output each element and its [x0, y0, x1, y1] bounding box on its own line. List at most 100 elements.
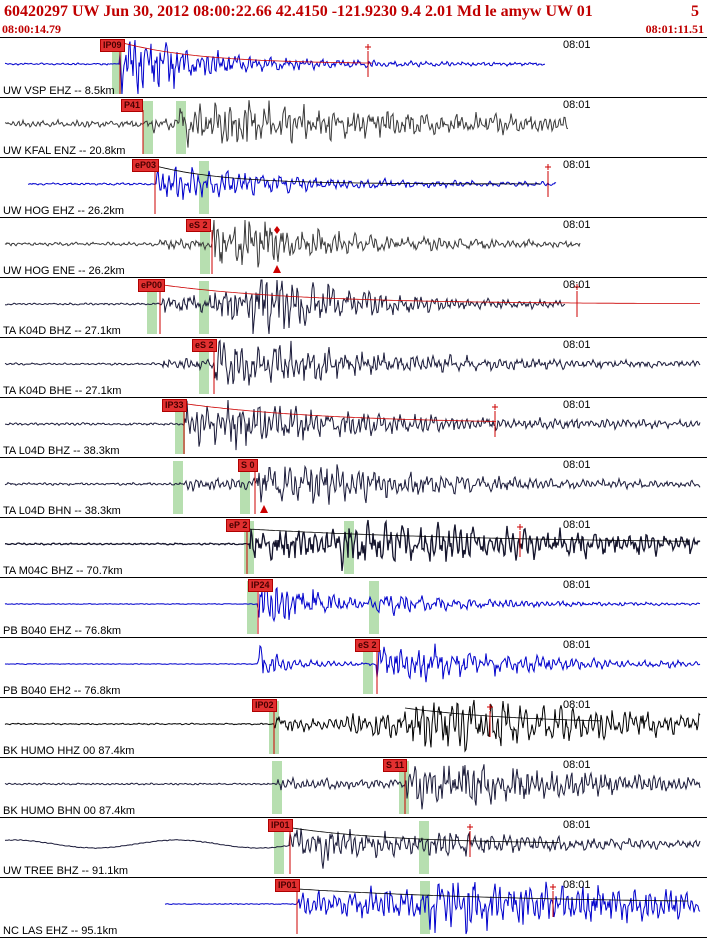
- waveform-canvas: [4, 699, 701, 754]
- pick-flag[interactable]: eP 2: [226, 519, 251, 532]
- pick-flag[interactable]: eS 2: [355, 639, 380, 652]
- station-label: UW VSP EHZ -- 8.5km: [3, 85, 115, 97]
- waveform-canvas: [4, 399, 701, 454]
- pick-flag[interactable]: IP02: [252, 699, 277, 712]
- waveform-canvas: [4, 461, 701, 514]
- pick-flag[interactable]: eS 2: [186, 219, 211, 232]
- seismogram-trace: [4, 39, 546, 95]
- station-label: TA K04D BHE -- 27.1km: [3, 385, 122, 397]
- arrival-window-band: [369, 581, 379, 634]
- coda-envelope-curve: [162, 284, 700, 304]
- minute-tick-label: 08:01: [563, 39, 591, 51]
- station-label: UW HOG EHZ -- 26.2km: [3, 205, 125, 217]
- window-start-time: 08:00:14.79: [2, 22, 61, 36]
- arrival-window-band: [272, 761, 282, 814]
- seismogram-trace: [4, 399, 701, 451]
- minute-tick-label: 08:01: [563, 459, 591, 471]
- arrival-window-band: [399, 761, 409, 814]
- pick-flag[interactable]: IP01: [268, 819, 293, 832]
- seismogram-trace: [4, 828, 701, 869]
- seismogram-trace: [4, 279, 566, 335]
- minute-tick-label: 08:01: [563, 219, 591, 231]
- seismogram-trace: [4, 764, 701, 810]
- arrival-window-band: [176, 101, 186, 154]
- pick-flag[interactable]: S 11: [383, 759, 408, 772]
- trace-panel[interactable]: S 11 08:01 BK HUMO BHN 00 87.4km: [0, 758, 707, 818]
- pick-flag[interactable]: eP00: [138, 279, 166, 292]
- pick-flag[interactable]: P41: [121, 99, 144, 112]
- station-label: UW KFAL ENZ -- 20.8km: [3, 145, 126, 157]
- seismogram-trace: [4, 100, 569, 148]
- coda-envelope-curve: [297, 888, 688, 902]
- waveform-canvas: [4, 100, 569, 154]
- pick-flag[interactable]: IP24: [248, 579, 273, 592]
- pick-flag[interactable]: eS 2: [192, 339, 217, 352]
- waveform-canvas: [4, 641, 701, 694]
- pick-flag[interactable]: IP09: [100, 39, 125, 52]
- trace-panel[interactable]: IP33 08:01 TA L04D BHZ -- 38.3km: [0, 398, 707, 458]
- triangle-marker-icon: [260, 505, 268, 513]
- trace-panel[interactable]: eS 2 08:01 PB B040 EH2 -- 76.8km: [0, 638, 707, 698]
- seismogram-trace: [4, 584, 701, 623]
- minute-tick-label: 08:01: [563, 579, 591, 591]
- minute-tick-label: 08:01: [563, 99, 591, 111]
- pick-flag[interactable]: S 0: [238, 459, 258, 472]
- trace-panel[interactable]: eP 2 08:01 TA M04C BHZ -- 70.7km: [0, 518, 707, 578]
- seismogram-trace: [4, 643, 701, 683]
- waveform-canvas: [27, 161, 557, 214]
- station-label: PB B040 EH2 -- 76.8km: [3, 685, 121, 697]
- arrival-window-band: [244, 521, 254, 574]
- coda-envelope-curve: [247, 528, 689, 542]
- waveform-canvas: [164, 881, 701, 935]
- waveform-canvas: [4, 761, 701, 814]
- station-label: UW TREE BHZ -- 91.1km: [3, 865, 129, 877]
- trace-panel[interactable]: eS 2 08:01 UW HOG ENE -- 26.2km: [0, 218, 707, 278]
- trace-panel[interactable]: IP24 08:01 PB B040 EHZ -- 76.8km: [0, 578, 707, 638]
- station-label: TA K04D BHZ -- 27.1km: [3, 325, 121, 337]
- arrival-window-band: [200, 221, 210, 274]
- trace-panel[interactable]: eS 2 08:01 TA K04D BHE -- 27.1km: [0, 338, 707, 398]
- event-header: 60420297 UW Jun 30, 2012 08:00:22.66 42.…: [0, 0, 707, 23]
- time-window-bar: 08:00:14.79 08:01:11.51: [0, 23, 707, 37]
- arrival-window-band: [143, 101, 153, 154]
- arrival-window-band: [247, 581, 257, 634]
- waveform-canvas: [4, 339, 701, 394]
- trace-panel[interactable]: S 0 08:01 TA L04D BHN -- 38.3km: [0, 458, 707, 518]
- station-label: TA L04D BHZ -- 38.3km: [3, 445, 120, 457]
- page-indicator: 5: [691, 3, 699, 20]
- minute-tick-label: 08:01: [563, 639, 591, 651]
- arrival-window-band: [344, 521, 354, 574]
- trace-panel[interactable]: IP09 08:01 UW VSP EHZ -- 8.5km: [0, 38, 707, 98]
- seismogram-trace: [4, 339, 701, 386]
- waveform-canvas: [4, 519, 701, 574]
- seismogram-trace: [4, 519, 701, 571]
- minute-tick-label: 08:01: [563, 519, 591, 531]
- minute-tick-label: 08:01: [563, 159, 591, 171]
- arrival-window-band: [274, 821, 284, 874]
- minute-tick-label: 08:01: [563, 279, 591, 291]
- trace-panel[interactable]: eP00 08:01 TA K04D BHZ -- 27.1km: [0, 278, 707, 338]
- coda-envelope-curve: [186, 403, 497, 422]
- minute-tick-label: 08:01: [563, 819, 591, 831]
- trace-panel[interactable]: eP03 08:01 UW HOG EHZ -- 26.2km: [0, 158, 707, 218]
- triangle-marker-icon: [273, 265, 281, 273]
- pick-flag[interactable]: eP03: [132, 159, 160, 172]
- waveform-canvas: [4, 219, 581, 274]
- trace-panel[interactable]: P41 08:01 UW KFAL ENZ -- 20.8km: [0, 98, 707, 158]
- station-label: BK HUMO HHZ 00 87.4km: [3, 745, 135, 757]
- window-end-time: 08:01:11.51: [645, 22, 704, 36]
- pick-flag[interactable]: IP01: [275, 879, 300, 892]
- minute-tick-label: 08:01: [563, 759, 591, 771]
- arrival-window-band: [199, 281, 209, 334]
- pick-flag[interactable]: IP33: [162, 399, 187, 412]
- station-label: TA M04C BHZ -- 70.7km: [3, 565, 123, 577]
- trace-panel[interactable]: IP01 08:01 UW TREE BHZ -- 91.1km: [0, 818, 707, 878]
- station-label: TA L04D BHN -- 38.3km: [3, 505, 121, 517]
- trace-panel[interactable]: IP02 08:01 BK HUMO HHZ 00 87.4km: [0, 698, 707, 758]
- arrival-window-band: [363, 641, 373, 694]
- arrival-window-band: [112, 41, 122, 94]
- trace-panel[interactable]: IP01 08:01 NC LAS EHZ -- 95.1km: [0, 878, 707, 938]
- minute-tick-label: 08:01: [563, 399, 591, 411]
- station-label: PB B040 EHZ -- 76.8km: [3, 625, 121, 637]
- station-label: NC LAS EHZ -- 95.1km: [3, 925, 118, 937]
